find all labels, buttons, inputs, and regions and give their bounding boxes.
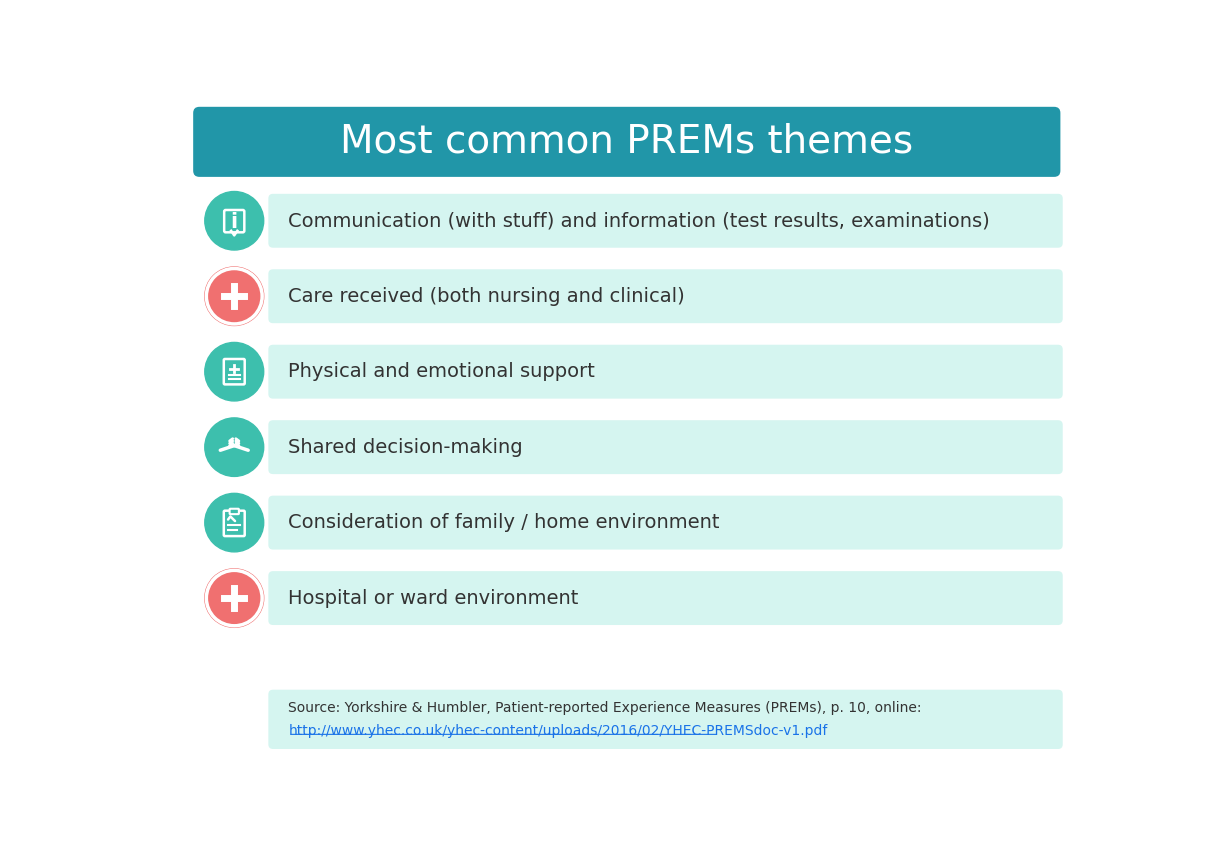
FancyBboxPatch shape <box>268 194 1063 248</box>
Text: Most common PREMs themes: Most common PREMs themes <box>340 123 914 160</box>
FancyBboxPatch shape <box>268 269 1063 323</box>
Circle shape <box>204 267 264 325</box>
FancyBboxPatch shape <box>268 496 1063 550</box>
FancyBboxPatch shape <box>268 345 1063 399</box>
Circle shape <box>204 569 264 627</box>
Text: i: i <box>231 212 237 232</box>
Text: Care received (both nursing and clinical): Care received (both nursing and clinical… <box>289 287 685 305</box>
Text: Communication (with stuff) and information (test results, examinations): Communication (with stuff) and informati… <box>289 211 991 230</box>
FancyBboxPatch shape <box>193 106 1060 177</box>
Circle shape <box>204 342 264 401</box>
Circle shape <box>204 493 264 552</box>
Circle shape <box>204 418 264 476</box>
Text: http://www.yhec.co.uk/yhec-content/uploads/2016/02/YHEC-PREMSdoc-v1.pdf: http://www.yhec.co.uk/yhec-content/uploa… <box>289 723 828 738</box>
Text: Physical and emotional support: Physical and emotional support <box>289 362 596 381</box>
FancyBboxPatch shape <box>230 509 238 514</box>
Text: Shared decision-making: Shared decision-making <box>289 438 523 456</box>
Text: Consideration of family / home environment: Consideration of family / home environme… <box>289 513 720 532</box>
Text: Hospital or ward environment: Hospital or ward environment <box>289 589 578 607</box>
Circle shape <box>204 191 264 250</box>
FancyBboxPatch shape <box>268 571 1063 625</box>
FancyBboxPatch shape <box>268 690 1063 749</box>
Text: Source: Yorkshire & Humbler, Patient-reported Experience Measures (PREMs), p. 10: Source: Yorkshire & Humbler, Patient-rep… <box>289 701 922 716</box>
FancyBboxPatch shape <box>268 420 1063 474</box>
Polygon shape <box>231 231 237 235</box>
